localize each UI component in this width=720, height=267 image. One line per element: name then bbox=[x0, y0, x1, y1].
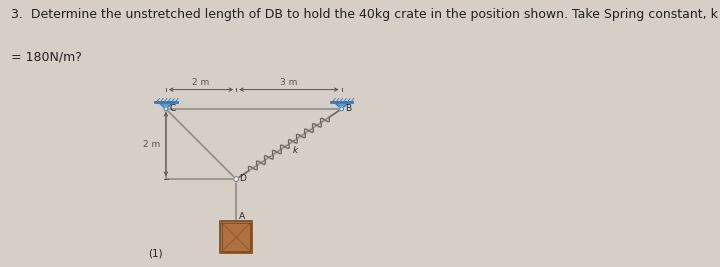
Text: 2 m: 2 m bbox=[143, 140, 161, 148]
Circle shape bbox=[164, 107, 168, 111]
Text: C: C bbox=[169, 104, 176, 113]
Circle shape bbox=[340, 107, 343, 111]
Bar bbox=[222, 223, 251, 251]
Text: 3.  Determine the unstretched length of DB to hold the 40kg crate in the positio: 3. Determine the unstretched length of D… bbox=[11, 8, 718, 21]
Polygon shape bbox=[334, 102, 349, 109]
Text: k: k bbox=[293, 146, 298, 155]
Text: A: A bbox=[238, 211, 245, 221]
Text: 2 m: 2 m bbox=[192, 78, 210, 87]
Bar bbox=[220, 221, 252, 253]
Circle shape bbox=[234, 177, 238, 182]
Text: = 180N/m?: = 180N/m? bbox=[11, 51, 81, 64]
Text: 3 m: 3 m bbox=[280, 78, 297, 87]
Text: B: B bbox=[345, 104, 351, 113]
Text: D: D bbox=[239, 174, 246, 183]
Text: (1): (1) bbox=[148, 249, 163, 258]
Polygon shape bbox=[158, 102, 174, 109]
